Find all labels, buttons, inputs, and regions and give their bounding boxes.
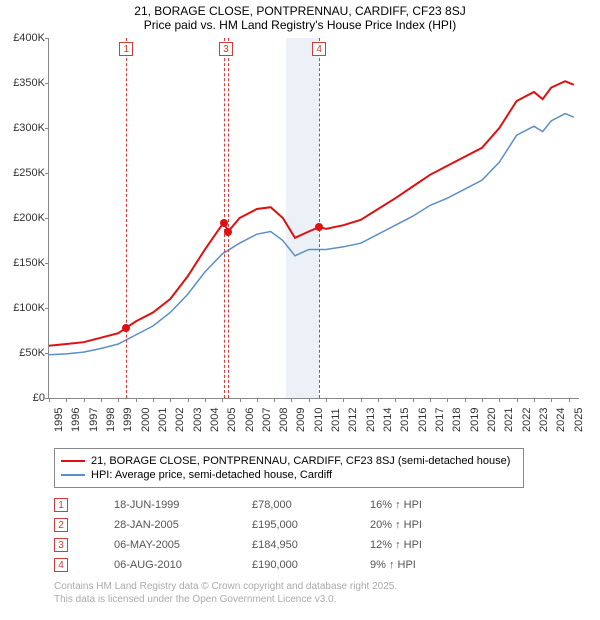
transaction-date: 06-MAY-2005 (114, 539, 224, 551)
y-tick-label: £350K (3, 77, 45, 89)
y-tick-label: £100K (3, 302, 45, 314)
x-tick-label: 2016 (417, 408, 429, 432)
legend-row: HPI: Average price, semi-detached house,… (61, 469, 517, 481)
legend-label: HPI: Average price, semi-detached house,… (91, 469, 332, 481)
x-tick-label: 2022 (521, 408, 533, 432)
data-point (122, 324, 130, 332)
x-tick-label: 2023 (538, 408, 550, 432)
transaction-marker: 2 (54, 518, 68, 532)
series-hpi (49, 114, 574, 355)
transaction-pct: 12% ↑ HPI (370, 539, 460, 551)
legend-label: 21, BORAGE CLOSE, PONTPRENNAU, CARDIFF, … (91, 455, 510, 467)
x-tick-label: 2025 (573, 408, 585, 432)
x-tick-label: 2000 (140, 408, 152, 432)
transaction-price: £184,950 (252, 539, 342, 551)
x-tick-label: 2021 (503, 408, 515, 432)
title-block: 21, BORAGE CLOSE, PONTPRENNAU, CARDIFF, … (0, 0, 600, 32)
x-tick-label: 1999 (122, 408, 134, 432)
plot-area: £0£50K£100K£150K£200K£250K£300K£350K£400… (48, 38, 579, 399)
event-vline (228, 38, 229, 398)
legend-row: 21, BORAGE CLOSE, PONTPRENNAU, CARDIFF, … (61, 455, 517, 467)
transaction-price: £190,000 (252, 559, 342, 571)
x-tick-label: 2024 (555, 408, 567, 432)
x-tick-label: 2005 (226, 408, 238, 432)
data-point (315, 223, 323, 231)
x-tick-label: 2015 (399, 408, 411, 432)
y-tick-label: £250K (3, 167, 45, 179)
transaction-pct: 9% ↑ HPI (370, 559, 460, 571)
x-tick-label: 2003 (192, 408, 204, 432)
x-tick-label: 2001 (157, 408, 169, 432)
y-tick-label: £0 (3, 392, 45, 404)
y-tick-label: £50K (3, 347, 45, 359)
event-marker: 1 (119, 42, 133, 56)
event-vline (126, 38, 127, 398)
y-tick-label: £300K (3, 122, 45, 134)
transaction-row: 3 06-MAY-2005 £184,950 12% ↑ HPI (54, 538, 600, 552)
x-tick-label: 2012 (347, 408, 359, 432)
series-price_paid (49, 81, 574, 346)
x-tick-label: 1996 (70, 408, 82, 432)
transaction-price: £195,000 (252, 519, 342, 531)
transaction-date: 28-JAN-2005 (114, 519, 224, 531)
transaction-marker: 4 (54, 558, 68, 572)
x-tick-label: 2011 (330, 408, 342, 432)
legend-swatch (61, 460, 85, 462)
footer-line-1: Contains HM Land Registry data © Crown c… (54, 580, 600, 593)
line-svg (49, 38, 579, 398)
x-tick-label: 2010 (313, 408, 325, 432)
transaction-pct: 20% ↑ HPI (370, 519, 460, 531)
transaction-marker: 3 (54, 538, 68, 552)
x-tick-label: 2009 (295, 408, 307, 432)
x-tick-label: 1997 (88, 408, 100, 432)
x-tick-label: 2007 (261, 408, 273, 432)
data-point (220, 219, 228, 227)
transaction-row: 1 18-JUN-1999 £78,000 16% ↑ HPI (54, 498, 600, 512)
event-marker: 4 (312, 42, 326, 56)
legend-box: 21, BORAGE CLOSE, PONTPRENNAU, CARDIFF, … (54, 448, 524, 488)
y-tick-label: £400K (3, 32, 45, 44)
title-address: 21, BORAGE CLOSE, PONTPRENNAU, CARDIFF, … (0, 4, 600, 18)
y-tick-label: £150K (3, 257, 45, 269)
x-tick-label: 2004 (209, 408, 221, 432)
y-tick-label: £200K (3, 212, 45, 224)
transaction-date: 06-AUG-2010 (114, 559, 224, 571)
x-tick-label: 2020 (486, 408, 498, 432)
footer-attribution: Contains HM Land Registry data © Crown c… (54, 580, 600, 606)
x-tick-label: 2017 (434, 408, 446, 432)
x-tick-label: 2006 (244, 408, 256, 432)
title-subtitle: Price paid vs. HM Land Registry's House … (0, 18, 600, 32)
x-tick-label: 1995 (53, 408, 65, 432)
footer-line-2: This data is licensed under the Open Gov… (54, 593, 600, 606)
event-vline (319, 38, 320, 398)
transaction-price: £78,000 (252, 499, 342, 511)
event-marker: 3 (219, 42, 233, 56)
transaction-pct: 16% ↑ HPI (370, 499, 460, 511)
transaction-marker: 1 (54, 498, 68, 512)
chart-container: 21, BORAGE CLOSE, PONTPRENNAU, CARDIFF, … (0, 0, 600, 620)
x-tick-label: 2019 (469, 408, 481, 432)
x-tick-label: 2008 (278, 408, 290, 432)
transaction-row: 2 28-JAN-2005 £195,000 20% ↑ HPI (54, 518, 600, 532)
transaction-date: 18-JUN-1999 (114, 499, 224, 511)
x-tick-label: 2002 (174, 408, 186, 432)
transaction-row: 4 06-AUG-2010 £190,000 9% ↑ HPI (54, 558, 600, 572)
transaction-table: 1 18-JUN-1999 £78,000 16% ↑ HPI 2 28-JAN-2005… (54, 498, 600, 572)
legend-swatch (61, 474, 85, 476)
chart-area: £0£50K£100K£150K£200K£250K£300K£350K£400… (48, 38, 578, 398)
x-tick-label: 2013 (365, 408, 377, 432)
x-tick-label: 1998 (105, 408, 117, 432)
x-tick-label: 2014 (382, 408, 394, 432)
data-point (224, 228, 232, 236)
x-tick-label: 2018 (451, 408, 463, 432)
